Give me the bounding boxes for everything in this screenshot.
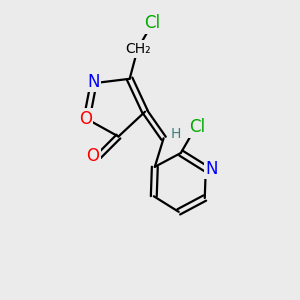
Text: Cl: Cl [189, 118, 205, 136]
Text: O: O [86, 147, 99, 165]
Text: Cl: Cl [144, 14, 160, 32]
Text: N: N [87, 73, 100, 91]
Text: N: N [206, 160, 218, 178]
Text: CH₂: CH₂ [125, 42, 151, 56]
Text: H: H [170, 127, 181, 141]
Text: O: O [79, 110, 92, 128]
